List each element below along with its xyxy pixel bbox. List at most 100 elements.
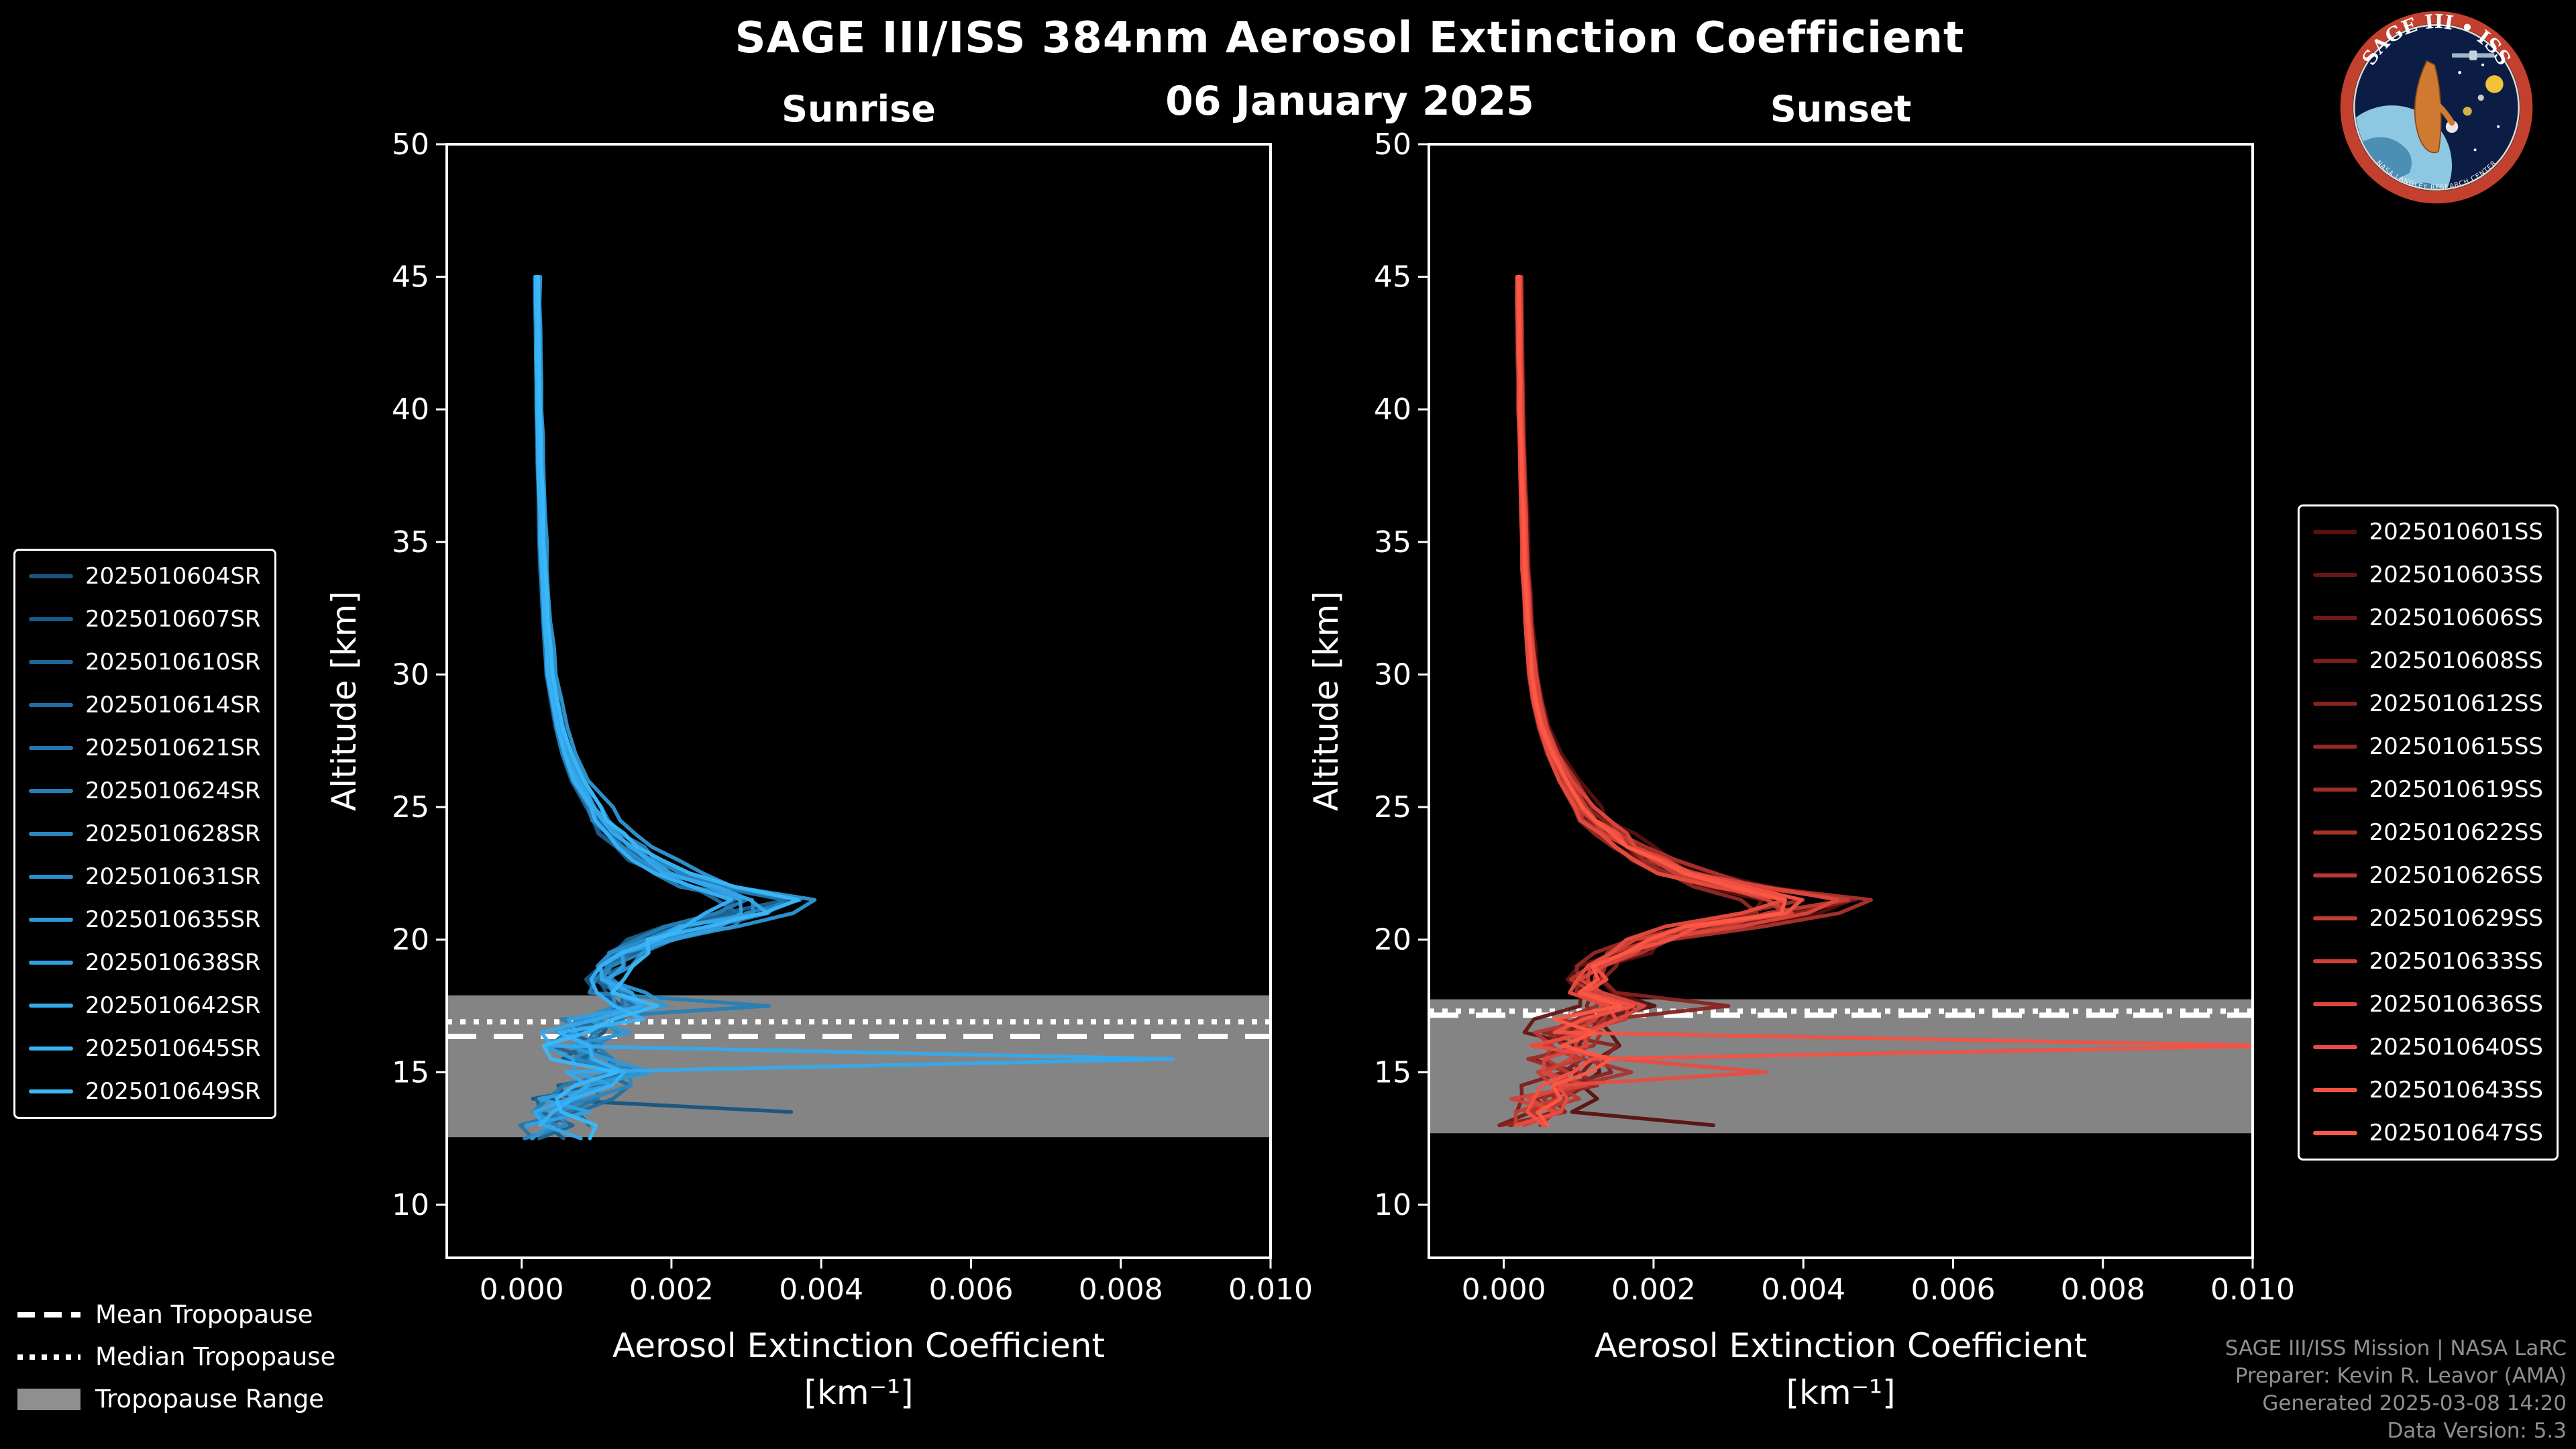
sage-iss-logo: SAGE III • ISS NASA LANGLEY RESEARCH CEN… bbox=[2340, 10, 2533, 204]
series-label: 2025010607SR bbox=[85, 606, 261, 633]
series-color-swatch bbox=[2312, 530, 2357, 534]
plot-area bbox=[1429, 274, 2253, 1134]
x-tick-label: 0.000 bbox=[480, 1273, 564, 1307]
tropopause-legend: Mean Tropopause Median Tropopause Tropop… bbox=[17, 1300, 335, 1413]
footer-line: Data Version: 5.3 bbox=[2387, 1419, 2567, 1443]
series-label: 2025010640SS bbox=[2369, 1034, 2543, 1061]
legend-item: 2025010640SS bbox=[2312, 1034, 2543, 1061]
plot-svg: 0.000 0.002 0.004 0.006 0.008 0.010 10 15 20 25 30… bbox=[325, 91, 1313, 1412]
figure-date: 06 January 2025 bbox=[1165, 78, 1534, 125]
series-label: 2025010615SS bbox=[2369, 733, 2543, 760]
x-axis-units: [km⁻¹] bbox=[1786, 1373, 1895, 1412]
legend-item: 2025010631SR bbox=[29, 863, 261, 890]
logo-inner-ring bbox=[2353, 24, 2520, 191]
legend-item: 2025010649SR bbox=[29, 1078, 261, 1105]
x-tick-label: 0.000 bbox=[1462, 1273, 1546, 1307]
credits-footer: SAGE III/ISS Mission | NASA LaRC Prepare… bbox=[2225, 1335, 2567, 1445]
x-tick-label: 0.002 bbox=[629, 1273, 714, 1307]
series-label: 2025010642SR bbox=[85, 992, 261, 1019]
legend-item: 2025010610SR bbox=[29, 649, 261, 676]
legend-item-median-tropopause: Median Tropopause bbox=[17, 1342, 335, 1371]
series-label: 2025010604SR bbox=[85, 563, 261, 590]
series-label: 2025010614SR bbox=[85, 692, 261, 718]
series-line-2025010636SS bbox=[1518, 274, 1840, 1114]
legend-item: 2025010604SR bbox=[29, 563, 261, 590]
series-label: 2025010647SS bbox=[2369, 1120, 2543, 1146]
series-label: 2025010633SS bbox=[2369, 948, 2543, 975]
series-color-swatch bbox=[29, 875, 73, 879]
series-color-swatch bbox=[29, 660, 73, 664]
series-color-swatch bbox=[29, 961, 73, 965]
logo-planet bbox=[2477, 94, 2484, 101]
legend-item: 2025010638SR bbox=[29, 949, 261, 976]
legend-item: 2025010626SS bbox=[2312, 862, 2543, 889]
x-tick-label: 0.010 bbox=[2210, 1273, 2295, 1307]
legend-item: 2025010621SR bbox=[29, 735, 261, 761]
series-color-swatch bbox=[2312, 702, 2357, 706]
y-tick-label: 25 bbox=[392, 790, 429, 824]
x-tick-label: 0.006 bbox=[928, 1273, 1013, 1307]
legend-item: 2025010643SS bbox=[2312, 1077, 2543, 1104]
logo-iss bbox=[2452, 50, 2495, 60]
series-label: 2025010610SR bbox=[85, 649, 261, 676]
series-label: 2025010631SR bbox=[85, 863, 261, 890]
dashed-line-sample bbox=[17, 1311, 80, 1318]
series-color-swatch bbox=[29, 617, 73, 621]
y-tick-label: 35 bbox=[1374, 525, 1411, 559]
series-color-swatch bbox=[2312, 745, 2357, 749]
y-axis-label: Altitude [km] bbox=[1307, 591, 1346, 811]
series-color-swatch bbox=[29, 1046, 73, 1051]
series-label: 2025010622SS bbox=[2369, 819, 2543, 846]
y-tick-label: 45 bbox=[392, 260, 429, 294]
y-tick-label: 30 bbox=[1374, 657, 1411, 692]
y-tick-label: 30 bbox=[392, 657, 429, 692]
legend-item: 2025010608SS bbox=[2312, 647, 2543, 674]
legend-item: 2025010624SR bbox=[29, 777, 261, 804]
footer-line: SAGE III/ISS Mission | NASA LaRC bbox=[2224, 1336, 2567, 1360]
series-color-swatch bbox=[2312, 573, 2357, 577]
series-label: 2025010635SR bbox=[85, 906, 261, 933]
y-tick-label: 20 bbox=[392, 923, 429, 957]
x-tick-label: 0.004 bbox=[779, 1273, 863, 1307]
panel-title: Sunrise bbox=[782, 91, 936, 130]
series-line-2025010635SR bbox=[529, 274, 817, 1140]
plot-svg: 0.000 0.002 0.004 0.006 0.008 0.010 10 15 20 25 30… bbox=[1307, 91, 2295, 1412]
logo-star bbox=[2481, 63, 2485, 66]
legend-item-mean-tropopause: Mean Tropopause bbox=[17, 1300, 335, 1329]
series-color-swatch bbox=[2312, 873, 2357, 877]
y-axis-label: Altitude [km] bbox=[325, 591, 364, 811]
sunrise-panel: 0.000 0.002 0.004 0.006 0.008 0.010 10 15 20 25 30… bbox=[299, 91, 1406, 1432]
series-color-swatch bbox=[2312, 659, 2357, 663]
series-color-swatch bbox=[29, 703, 73, 707]
x-tick-label: 0.008 bbox=[2061, 1273, 2145, 1307]
legend-label: Median Tropopause bbox=[95, 1342, 336, 1371]
series-label: 2025010608SS bbox=[2369, 647, 2543, 674]
series-label: 2025010649SR bbox=[85, 1078, 261, 1105]
series-label: 2025010601SS bbox=[2369, 519, 2543, 545]
sunset-legend: 2025010601SS 2025010603SS 2025010606SS 2025… bbox=[2297, 504, 2559, 1161]
series-color-swatch bbox=[29, 1004, 73, 1008]
legend-item: 2025010628SR bbox=[29, 820, 261, 847]
series-color-swatch bbox=[2312, 830, 2357, 835]
y-tick-label: 25 bbox=[1374, 790, 1411, 824]
series-label: 2025010629SS bbox=[2369, 905, 2543, 932]
series-color-swatch bbox=[2312, 788, 2357, 792]
legend-item: 2025010603SS bbox=[2312, 561, 2543, 588]
series-color-swatch bbox=[2312, 1045, 2357, 1049]
x-tick-label: 0.006 bbox=[1911, 1273, 1995, 1307]
legend-item: 2025010619SS bbox=[2312, 776, 2543, 803]
plot-frame bbox=[445, 143, 1272, 1259]
series-color-swatch bbox=[29, 1089, 73, 1093]
series-line-2025010603SS bbox=[1509, 274, 1764, 1128]
series-label: 2025010612SS bbox=[2369, 690, 2543, 717]
logo-planet bbox=[2445, 120, 2459, 133]
footer-line: Preparer: Kevin R. Leavor (AMA) bbox=[2235, 1364, 2567, 1388]
legend-item: 2025010615SS bbox=[2312, 733, 2543, 760]
series-label: 2025010619SS bbox=[2369, 776, 2543, 803]
series-line-2025010647SS bbox=[1516, 274, 1788, 1128]
y-tick-label: 15 bbox=[392, 1055, 429, 1089]
plot-area bbox=[447, 274, 1271, 1140]
logo-star bbox=[2473, 148, 2477, 152]
legend-item: 2025010614SR bbox=[29, 692, 261, 718]
series-label: 2025010643SS bbox=[2369, 1077, 2543, 1104]
